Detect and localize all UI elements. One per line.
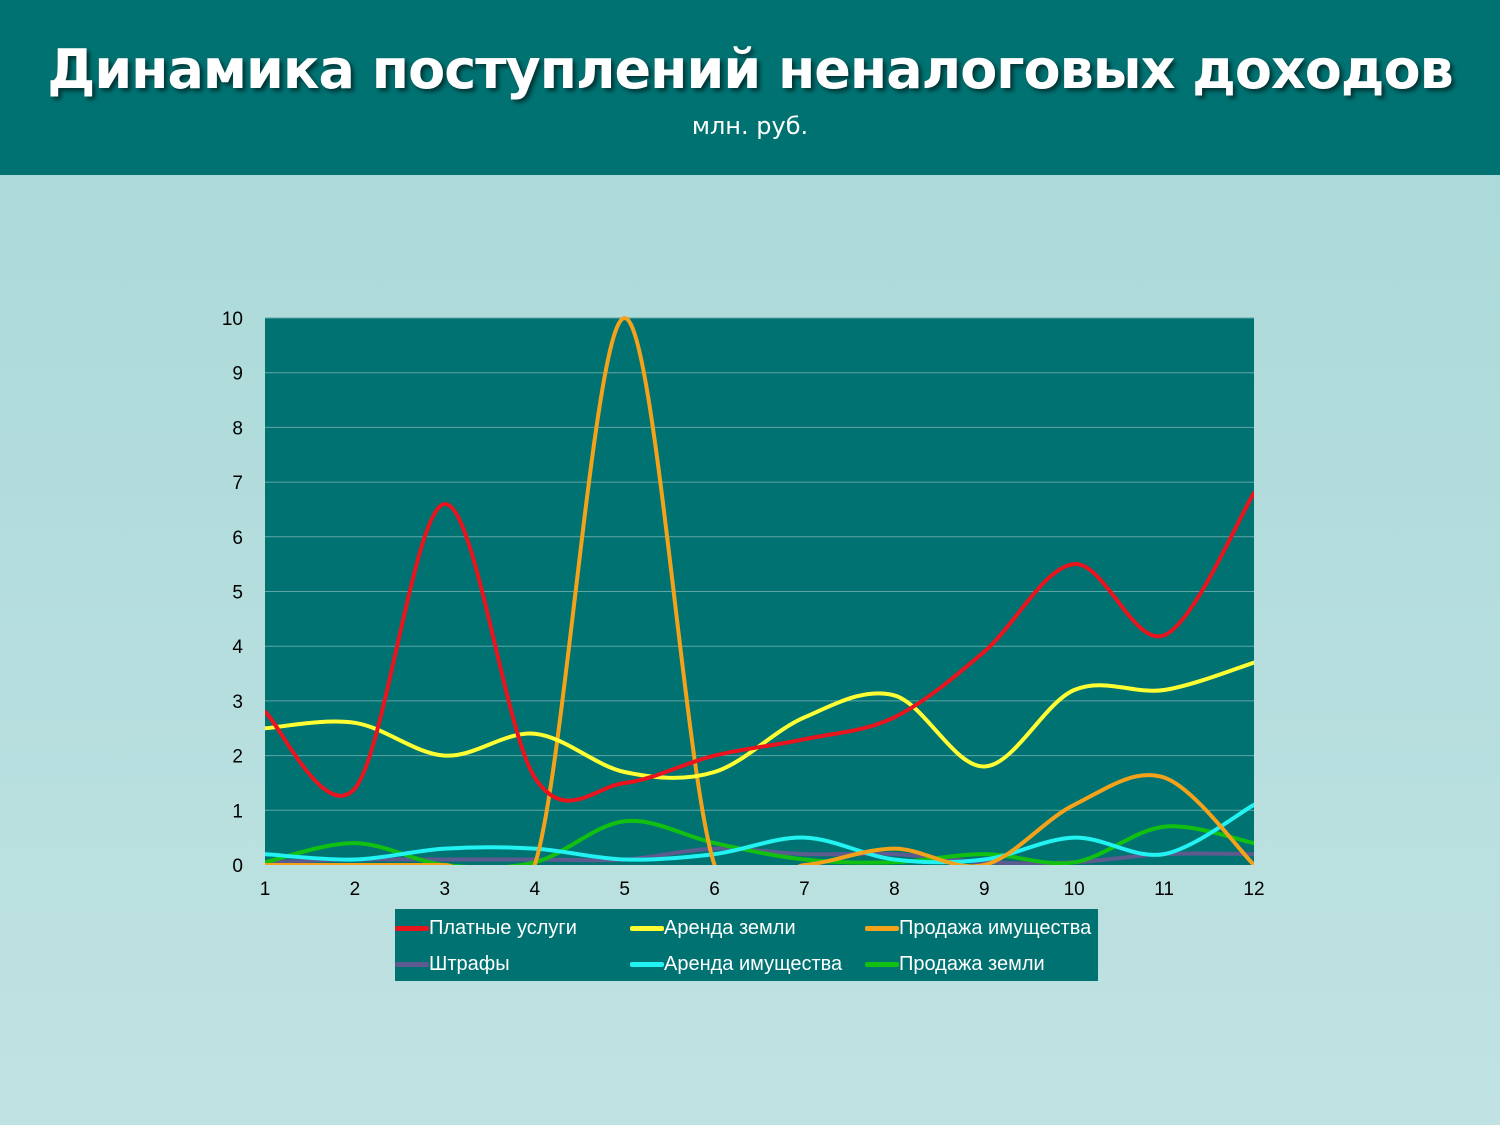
- x-tick-label: 4: [529, 879, 540, 900]
- y-tick-label: 1: [232, 801, 243, 822]
- legend-label: Продажа земли: [899, 953, 1045, 975]
- header-bar: [0, 0, 1500, 175]
- chart-legend: Платные услуги Аренда земли Продажа имущес…: [395, 909, 1098, 981]
- x-tick-label: 1: [260, 879, 271, 900]
- legend-swatch: [395, 962, 429, 967]
- y-tick-label: 2: [232, 747, 243, 768]
- x-tick-label: 11: [1154, 879, 1174, 900]
- x-tick-label: 3: [440, 879, 451, 900]
- y-tick-label: 7: [232, 473, 243, 494]
- legend-swatch: [630, 926, 664, 931]
- x-tick-label: 2: [350, 879, 361, 900]
- series-line-paid-services: [265, 491, 1254, 803]
- legend-swatch: [865, 926, 899, 931]
- series-line-property-rent: [265, 802, 1254, 865]
- x-tick-label: 7: [799, 879, 810, 900]
- y-tick-label: 10: [222, 309, 243, 330]
- page-title: Динамика поступлений неналоговых доходов: [47, 38, 1454, 101]
- x-tick-label: 12: [1243, 879, 1264, 900]
- y-tick-label: 9: [232, 364, 243, 385]
- y-tick-label: 5: [232, 583, 243, 604]
- legend-label: Продажа имущества: [899, 917, 1092, 939]
- legend-label: Платные услуги: [429, 917, 577, 939]
- legend-swatch: [865, 962, 899, 967]
- x-tick-label: 6: [709, 879, 720, 900]
- series-line-land-rent: [265, 660, 1254, 780]
- legend-swatch: [630, 962, 664, 967]
- x-tick-label: 5: [619, 879, 630, 900]
- y-tick-label: 0: [232, 856, 243, 877]
- series-line-property-sale: [265, 316, 1254, 865]
- y-tick-label: 6: [232, 528, 243, 549]
- legend-label: Аренда имущества: [664, 953, 843, 975]
- x-tick-label: 8: [889, 879, 900, 900]
- legend-swatch: [395, 926, 429, 931]
- x-tick-label: 9: [979, 879, 990, 900]
- y-tick-label: 4: [232, 637, 243, 658]
- legend-label: Штрафы: [429, 953, 510, 975]
- page-subtitle: млн. руб.: [691, 112, 809, 140]
- legend-label: Аренда земли: [664, 917, 796, 939]
- x-tick-label: 10: [1064, 879, 1085, 900]
- y-tick-label: 8: [232, 418, 243, 439]
- y-tick-label: 3: [232, 692, 243, 713]
